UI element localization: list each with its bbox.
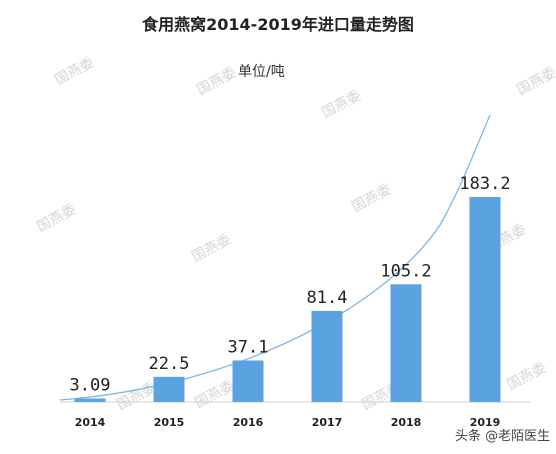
watermark-10: 国燕委: [504, 360, 549, 394]
x-tick-2015: 2015: [154, 416, 185, 429]
watermark-7: 国燕委: [114, 380, 159, 414]
value-label-2016: 37.1: [228, 337, 269, 357]
watermark-8: 国燕委: [192, 378, 237, 412]
watermark-4: 国燕委: [189, 232, 234, 266]
chart-title: 食用燕窝2014-2019年进口量走势图: [141, 15, 414, 34]
x-tick-2016: 2016: [233, 416, 264, 429]
bar-2014: [74, 398, 106, 402]
watermark-5: 国燕委: [349, 182, 394, 216]
x-tick-2017: 2017: [312, 416, 343, 429]
bar-2019: [469, 197, 501, 402]
watermark-3: 国燕委: [34, 202, 79, 236]
credit-text: 头条 @老陌医生: [455, 428, 550, 444]
value-label-2019: 183.2: [459, 174, 510, 194]
bar-2018: [390, 284, 422, 402]
trend-curve: [59, 114, 491, 401]
watermark-1: 国燕委: [194, 65, 239, 99]
bar-2017: [311, 310, 343, 402]
bar-2016: [232, 360, 264, 402]
watermark-2: 国燕委: [319, 88, 364, 122]
bar-series: [74, 197, 501, 402]
watermark-11: 国燕委: [514, 65, 556, 99]
bar-2015: [153, 376, 185, 402]
value-label-2015: 22.5: [149, 354, 190, 374]
value-label-2017: 81.4: [307, 288, 348, 308]
value-label-2014: 3.09: [70, 376, 111, 396]
value-label-2018: 105.2: [380, 261, 431, 281]
x-tick-2019: 2019: [470, 416, 501, 429]
x-tick-2018: 2018: [391, 416, 422, 429]
x-tick-2014: 2014: [75, 416, 106, 429]
x-tick-labels: 2014 2015 2016 2017 2018 2019: [75, 416, 501, 429]
watermark-0: 国燕委: [52, 55, 97, 89]
value-labels: 3.09 22.5 37.1 81.4 105.2 183.2: [70, 174, 511, 396]
unit-label: 单位/吨: [238, 64, 285, 80]
